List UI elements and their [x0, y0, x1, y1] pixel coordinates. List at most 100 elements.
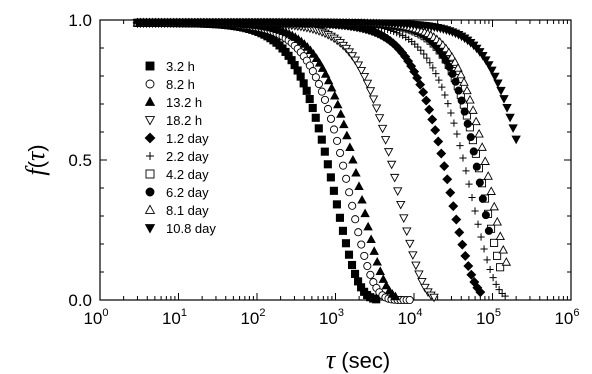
- data-point: [459, 77, 469, 86]
- data-point: [311, 53, 322, 62]
- legend-marker: [145, 169, 155, 179]
- data-point: [342, 174, 351, 183]
- data-point: [466, 269, 477, 280]
- legend-item: 13.2 h: [144, 95, 202, 110]
- data-point: [380, 136, 391, 145]
- data-point: [490, 72, 500, 82]
- data-point: [354, 228, 363, 237]
- data-point: [329, 125, 339, 134]
- y-tick-label: 0.0: [68, 291, 92, 310]
- data-point: [378, 274, 389, 283]
- data-point: [326, 82, 337, 92]
- x-tick-label: 100: [83, 307, 108, 328]
- data-point: [314, 58, 325, 67]
- data-point: [320, 69, 331, 78]
- data-point: [444, 99, 452, 108]
- x-tick-label: 105: [476, 307, 501, 328]
- data-point: [383, 148, 394, 157]
- data-point: [499, 95, 509, 104]
- legend-item: 2.2 day: [146, 149, 209, 164]
- data-point: [420, 50, 428, 58]
- data-point: [501, 257, 512, 266]
- legend-marker: [144, 116, 156, 126]
- data-point: [435, 76, 443, 84]
- data-point: [317, 135, 326, 144]
- data-point: [362, 79, 373, 89]
- data-point: [389, 173, 400, 183]
- data-point: [429, 64, 437, 72]
- data-point: [462, 167, 470, 175]
- data-point: [448, 201, 459, 212]
- data-point: [339, 119, 349, 129]
- data-point: [486, 186, 496, 195]
- data-point: [511, 135, 521, 145]
- data-point: [348, 201, 357, 210]
- data-point: [305, 94, 314, 104]
- data-point: [481, 211, 490, 220]
- data-point: [465, 94, 475, 104]
- data-point: [471, 207, 479, 215]
- data-point: [372, 256, 382, 266]
- y-axis-title: f(τ): [21, 144, 50, 175]
- data-point: [412, 72, 423, 83]
- data-point: [450, 57, 460, 66]
- data-point: [372, 295, 381, 304]
- data-point: [326, 114, 336, 123]
- data-point: [393, 187, 403, 196]
- data-point: [477, 233, 485, 241]
- data-point: [314, 80, 323, 89]
- data-point: [359, 73, 370, 82]
- data-point: [323, 75, 334, 85]
- legend-label: 1.2 day: [166, 131, 209, 146]
- data-point: [357, 240, 366, 249]
- data-point: [466, 133, 475, 142]
- data-point: [427, 114, 438, 125]
- data-point: [351, 167, 361, 177]
- data-point: [369, 246, 379, 255]
- data-point: [402, 227, 412, 237]
- data-point: [496, 86, 506, 96]
- data-point: [451, 77, 460, 86]
- x-tick-label: 106: [554, 307, 579, 328]
- legend-item: 6.2 day: [145, 185, 209, 200]
- x-axis-title: τ (sec): [326, 345, 390, 374]
- data-point: [436, 148, 447, 159]
- data-point: [454, 86, 463, 95]
- legend-item: 4.2 day: [145, 167, 209, 182]
- data-point: [486, 265, 494, 274]
- data-point: [472, 162, 481, 171]
- data-point: [396, 200, 406, 210]
- data-point: [348, 154, 358, 164]
- data-point: [326, 173, 335, 182]
- legend-label: 4.2 day: [166, 167, 209, 182]
- data-point: [417, 277, 427, 287]
- data-point: [430, 125, 441, 136]
- data-point: [368, 95, 379, 105]
- data-point: [317, 63, 328, 72]
- data-point: [357, 194, 367, 204]
- data-point: [342, 130, 352, 140]
- data-point: [360, 208, 370, 218]
- data-point: [333, 99, 343, 109]
- data-point: [496, 263, 505, 272]
- data-point: [493, 79, 503, 89]
- data-point: [490, 238, 499, 247]
- legend-item: 3.2 h: [145, 59, 195, 74]
- legend-marker: [145, 79, 155, 89]
- data-point: [444, 47, 454, 57]
- data-point: [433, 136, 444, 147]
- legend-item: 8.1 day: [144, 203, 209, 218]
- data-point: [463, 119, 472, 128]
- data-point: [478, 52, 488, 61]
- data-point: [366, 270, 375, 279]
- legend-label: 2.2 day: [166, 149, 209, 164]
- data-point: [463, 261, 474, 271]
- data-point: [329, 186, 338, 195]
- data-point: [502, 104, 512, 113]
- data-point: [377, 124, 388, 134]
- legend-item: 10.8 day: [144, 221, 216, 236]
- legend-marker: [144, 224, 156, 234]
- data-point: [345, 188, 354, 197]
- legend-item: 18.2 h: [144, 113, 202, 128]
- data-point: [424, 104, 435, 115]
